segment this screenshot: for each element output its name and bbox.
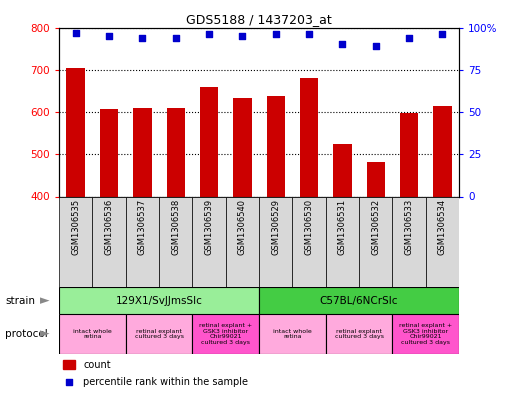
Bar [259,287,459,314]
Point [138,35,146,41]
Text: C57BL/6NCrSlc: C57BL/6NCrSlc [320,296,399,306]
Text: protocol: protocol [5,329,48,339]
Text: retinal explant
cultured 3 days: retinal explant cultured 3 days [334,329,384,340]
Text: GSM1306536: GSM1306536 [105,199,113,255]
Bar [326,314,392,354]
Point [371,43,380,49]
Text: GSM1306539: GSM1306539 [205,199,213,255]
Bar [392,196,426,287]
Text: GSM1306531: GSM1306531 [338,199,347,255]
Text: GSM1306532: GSM1306532 [371,199,380,255]
Bar [226,196,259,287]
Text: GSM1306540: GSM1306540 [238,199,247,255]
Bar [192,314,259,354]
Text: retinal explant
cultured 3 days: retinal explant cultured 3 days [134,329,184,340]
Text: retinal explant +
GSK3 inhibitor
Chir99021
cultured 3 days: retinal explant + GSK3 inhibitor Chir990… [399,323,452,345]
Bar [392,314,459,354]
Point [438,31,446,37]
Bar [133,108,151,365]
Point [71,29,80,36]
Point [105,33,113,39]
Bar [192,196,226,287]
Bar [59,196,92,287]
Bar [67,68,85,365]
Bar [326,196,359,287]
Text: count: count [83,360,111,370]
Bar [59,287,259,314]
Point [171,35,180,41]
Text: GSM1306530: GSM1306530 [305,199,313,255]
Text: GSM1306533: GSM1306533 [405,199,413,255]
Text: GSM1306529: GSM1306529 [271,199,280,255]
Point [405,35,413,41]
Bar [126,196,159,287]
Text: intact whole
retina: intact whole retina [273,329,312,340]
Bar [359,196,392,287]
Text: strain: strain [5,296,35,306]
Text: GSM1306535: GSM1306535 [71,199,80,255]
Bar [63,360,75,369]
Bar [426,196,459,287]
Text: GSM1306534: GSM1306534 [438,199,447,255]
Text: intact whole
retina: intact whole retina [73,329,112,340]
Bar [126,314,192,354]
Bar [292,196,326,287]
Point [271,31,280,37]
Bar [233,99,251,365]
Bar [167,108,185,365]
Bar [259,314,326,354]
Text: 129X1/SvJJmsSlc: 129X1/SvJJmsSlc [115,296,203,306]
Bar [59,314,126,354]
Bar [267,96,285,365]
Text: ►: ► [41,327,50,341]
Bar [159,196,192,287]
Point [65,379,73,385]
Bar [100,110,118,365]
Text: ►: ► [41,294,50,307]
Bar [300,78,318,365]
Point [205,31,213,37]
Point [305,31,313,37]
Bar [433,106,451,365]
Bar [92,196,126,287]
Text: GSM1306538: GSM1306538 [171,199,180,255]
Title: GDS5188 / 1437203_at: GDS5188 / 1437203_at [186,13,332,26]
Point [238,33,246,39]
Bar [367,162,385,365]
Text: GSM1306537: GSM1306537 [138,199,147,255]
Text: percentile rank within the sample: percentile rank within the sample [83,377,248,387]
Bar [200,87,218,365]
Bar [259,196,292,287]
Text: retinal explant +
GSK3 inhibitor
Chir99021
cultured 3 days: retinal explant + GSK3 inhibitor Chir990… [199,323,252,345]
Point [338,41,346,48]
Bar [400,113,418,365]
Bar [333,144,351,365]
